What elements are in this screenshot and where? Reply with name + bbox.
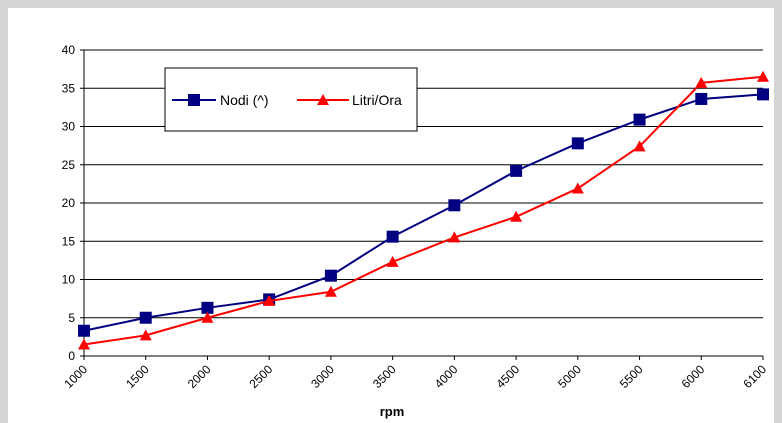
y-tick-label: 5 xyxy=(68,311,75,325)
square-marker xyxy=(633,113,646,126)
legend: Nodi (^) Litri/Ora xyxy=(164,67,418,132)
square-marker xyxy=(571,137,584,150)
square-marker xyxy=(78,324,90,337)
square-marker xyxy=(324,269,337,282)
triangle-marker xyxy=(633,140,646,152)
series xyxy=(78,70,769,350)
x-tick-label: 5500 xyxy=(617,362,646,391)
y-tick-label: 20 xyxy=(62,196,76,210)
gridlines xyxy=(84,49,763,319)
triangle-marker xyxy=(757,70,769,82)
triangle-marker xyxy=(139,329,152,341)
y-tick-label: 30 xyxy=(62,120,76,134)
square-marker xyxy=(510,164,523,177)
x-tick-label: 2500 xyxy=(247,362,276,391)
square-marker xyxy=(757,88,769,101)
triangle-marker xyxy=(78,338,90,350)
x-tick-label: 5000 xyxy=(555,362,584,391)
x-tick-label: 6100 xyxy=(740,362,769,391)
y-tick-label: 15 xyxy=(62,234,76,248)
triangle-marker xyxy=(510,210,523,222)
legend-label: Litri/Ora xyxy=(352,92,402,108)
y-tick-label: 10 xyxy=(62,273,76,287)
x-tick-label: 1000 xyxy=(61,362,90,391)
series-line xyxy=(83,75,764,346)
y-tick-label: 40 xyxy=(62,43,76,57)
x-axis-title: rpm xyxy=(380,404,405,419)
triangle-marker xyxy=(448,231,461,243)
x-tick-label: 3000 xyxy=(308,362,337,391)
triangle-marker xyxy=(386,255,399,267)
square-marker xyxy=(139,311,152,324)
square-marker xyxy=(448,199,461,212)
legend-marker xyxy=(188,94,200,106)
x-tick-label: 1500 xyxy=(123,362,152,391)
square-marker xyxy=(386,230,399,243)
square-marker xyxy=(695,92,708,105)
series-0 xyxy=(78,88,769,337)
series-line xyxy=(83,93,764,332)
triangle-marker xyxy=(695,76,708,88)
triangle-marker xyxy=(201,311,214,323)
y-tick-label: 25 xyxy=(62,158,76,172)
y-tick-label: 0 xyxy=(68,349,75,363)
x-tick-label: 4000 xyxy=(432,362,461,391)
legend-marker xyxy=(317,94,329,105)
y-tick-label: 35 xyxy=(62,81,76,95)
square-marker xyxy=(201,301,214,314)
x-tick-label: 2000 xyxy=(185,362,214,391)
x-tick-label: 4500 xyxy=(493,362,522,391)
series-1 xyxy=(78,70,769,350)
x-tick-label: 6000 xyxy=(679,362,708,391)
triangle-marker xyxy=(324,285,337,297)
legend-label: Nodi (^) xyxy=(220,92,269,108)
x-tick-label: 3500 xyxy=(370,362,399,391)
triangle-marker xyxy=(571,182,584,194)
triangle-marker xyxy=(263,294,276,306)
